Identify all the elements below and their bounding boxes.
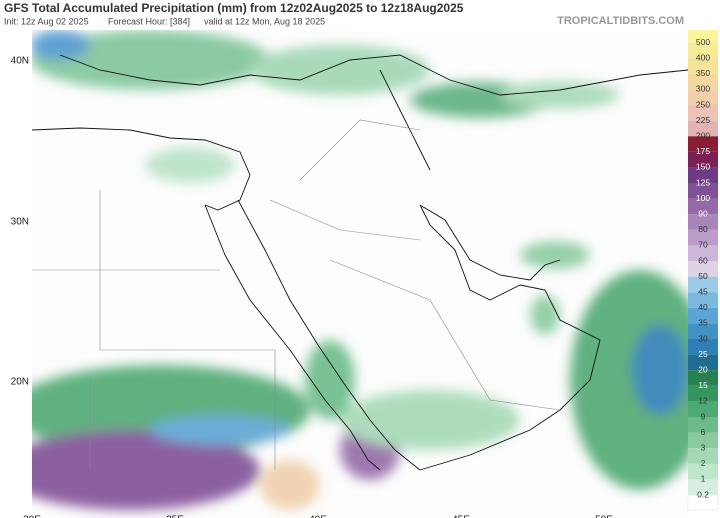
colorbar-box [688, 151, 718, 168]
colorbar-box [688, 73, 718, 90]
colorbar-box [688, 292, 718, 308]
colorbar-label: 30 [698, 333, 708, 343]
colorbar-box [688, 323, 718, 339]
lon-label: 30E [23, 515, 41, 518]
colorbar-box [688, 339, 718, 355]
colorbar-label: 1 [701, 474, 706, 484]
lat-label: 20N [11, 377, 29, 388]
colorbar-label: 15 [698, 380, 708, 390]
colorbar-box [688, 370, 718, 386]
colorbar-box [688, 354, 718, 371]
colorbar: 0.21236912152025303540455060708090100125… [688, 30, 718, 499]
colorbar-label: 0.2 [697, 489, 709, 499]
colorbar-box [688, 105, 718, 121]
colorbar-label: 25 [698, 349, 708, 359]
title: GFS Total Accumulated Precipitation (mm)… [4, 1, 464, 15]
colorbar-box [688, 448, 718, 464]
colorbar-box [688, 276, 718, 293]
lon-label: 45E [452, 515, 470, 518]
colorbar-label: 35 [698, 318, 708, 328]
lon-labels: 30E 35E 40E 45E 50E [23, 515, 613, 518]
colorbar-box [688, 58, 718, 74]
colorbar-box [688, 183, 718, 199]
colorbar-label: 350 [696, 68, 710, 78]
colorbar-label: 40 [698, 302, 708, 312]
valid-time: valid at 12z Mon, Aug 18 2025 [204, 16, 325, 26]
lon-label: 35E [166, 515, 184, 518]
colorbar-label: 125 [696, 177, 710, 187]
map [32, 30, 688, 518]
colorbar-box [688, 89, 718, 105]
colorbar-box [688, 385, 718, 402]
colorbar-label: 2 [701, 458, 706, 468]
colorbar-box [688, 261, 718, 277]
init: Init: 12z Aug 02 2025 [4, 16, 89, 26]
colorbar-label: 250 [696, 99, 710, 109]
colorbar-box [688, 432, 718, 449]
lat-labels: 40N 30N 20N [11, 56, 29, 388]
colorbar-label: 175 [696, 146, 710, 156]
colorbar-box [688, 120, 718, 137]
colorbar-label: 90 [698, 208, 708, 218]
colorbar-box [688, 229, 718, 246]
lon-label: 50E [595, 515, 613, 518]
colorbar-label: 300 [696, 84, 710, 94]
colorbar-box [688, 479, 718, 495]
lon-label: 40E [309, 515, 327, 518]
colorbar-box [688, 136, 718, 152]
colorbar-label: 9 [701, 411, 706, 421]
colorbar-label: 70 [698, 240, 708, 250]
source: TROPICALTIDBITS.COM [557, 15, 684, 27]
colorbar-box [688, 198, 718, 215]
colorbar-label: 80 [698, 224, 708, 234]
colorbar-label: 200 [696, 130, 710, 140]
colorbar-label: 3 [701, 442, 706, 452]
colorbar-box [688, 417, 718, 433]
colorbar-label: 225 [696, 115, 710, 125]
colorbar-label: 45 [698, 286, 708, 296]
colorbar-label: 400 [696, 52, 710, 62]
lat-label: 30N [11, 217, 29, 228]
colorbar-box [688, 307, 718, 324]
colorbar-label: 100 [696, 193, 710, 203]
colorbar-box [688, 30, 718, 43]
colorbar-label: 6 [701, 427, 706, 437]
colorbar-label: 20 [698, 364, 708, 374]
colorbar-box [688, 167, 718, 183]
colorbar-box [688, 245, 718, 261]
colorbar-label: 12 [698, 396, 708, 406]
colorbar-box [688, 214, 718, 230]
colorbar-label: 500 [696, 37, 710, 47]
lat-label: 40N [11, 56, 29, 67]
forecast-hour: Forecast Hour: [384] [108, 16, 190, 26]
colorbar-box [688, 463, 718, 480]
colorbar-label: 150 [696, 162, 710, 172]
colorbar-label: 50 [698, 271, 708, 281]
colorbar-label: 60 [698, 255, 708, 265]
colorbar-box [688, 401, 718, 417]
colorbar-box [688, 42, 718, 59]
